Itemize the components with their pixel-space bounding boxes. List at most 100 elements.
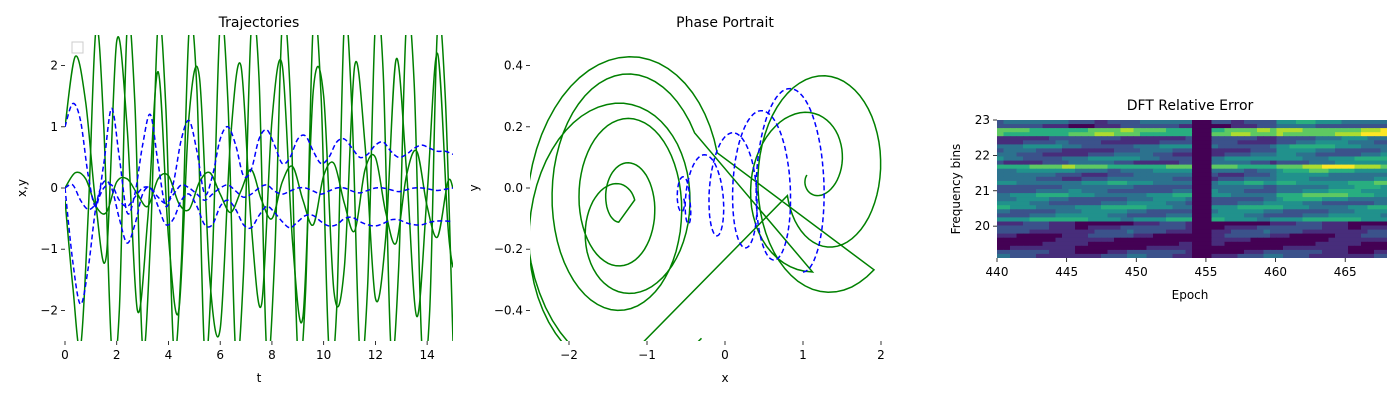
heatmap-cell (1250, 245, 1258, 251)
heatmap-cell (1049, 245, 1056, 251)
heatmap-cell (1250, 221, 1258, 227)
heatmap-cell (1289, 241, 1297, 247)
heatmap-cell (1127, 128, 1134, 133)
heatmap-cell (1179, 189, 1186, 194)
heatmap-cell (1250, 164, 1258, 170)
heatmap-cell (1211, 180, 1219, 186)
heatmap-cell (1341, 128, 1349, 133)
heatmap-cell (1244, 253, 1251, 258)
heatmap-cell (1185, 225, 1193, 231)
heatmap-cell (1380, 217, 1387, 222)
heatmap-cell (1166, 225, 1173, 231)
heatmap-cell (997, 164, 1004, 170)
heatmap-cell (1276, 176, 1284, 182)
heatmap-cell (1263, 148, 1271, 153)
heatmap-cell (1127, 152, 1134, 158)
heatmap-cell (1380, 144, 1387, 149)
heatmap-cell (1153, 184, 1160, 190)
heatmap-cell (1218, 180, 1225, 186)
heatmap-cell (1315, 128, 1323, 133)
heatmap-cell (997, 213, 1004, 218)
heatmap-cell (1322, 241, 1329, 247)
heatmap-cell (1367, 144, 1375, 149)
dft-error-title: DFT Relative Error (1127, 98, 1254, 114)
heatmap-cell (1081, 148, 1089, 153)
heatmap-cell (1179, 120, 1186, 125)
heatmap-cell (1023, 205, 1030, 210)
dft-xtick-label: 440 (986, 265, 1009, 279)
heatmap-cell (1237, 245, 1245, 251)
heatmap-cell (1127, 229, 1134, 235)
heatmap-cell (1010, 221, 1017, 227)
heatmap-cell (1159, 152, 1167, 158)
heatmap-cell (1354, 172, 1362, 178)
heatmap-cell (1042, 164, 1050, 170)
heatmap-cell (1062, 213, 1069, 218)
heatmap-cell (1276, 184, 1284, 190)
heatmap-cell (1276, 245, 1284, 251)
heatmap-cell (1049, 237, 1056, 243)
heatmap-cell (1029, 180, 1037, 186)
heatmap-cell (1309, 148, 1316, 153)
heatmap-cell (1237, 217, 1245, 222)
heatmap-cell (1094, 140, 1102, 145)
heatmap-cell (1302, 189, 1310, 194)
heatmap-cell (1250, 148, 1258, 153)
heatmap-cell (1179, 124, 1186, 129)
heatmap-cell (1361, 241, 1368, 247)
heatmap-cell (1010, 184, 1017, 190)
heatmap-cell (1140, 160, 1147, 166)
heatmap-cell (1146, 217, 1154, 222)
heatmap-cell (1237, 229, 1245, 235)
heatmap-cell (1263, 233, 1271, 239)
heatmap-cell (1166, 148, 1173, 153)
heatmap-cell (1237, 128, 1245, 133)
heatmap-cell (997, 136, 1004, 141)
heatmap-cell (1224, 144, 1232, 149)
heatmap-cell (1172, 241, 1180, 247)
heatmap-cell (1133, 128, 1141, 133)
heatmap-cell (1081, 217, 1089, 222)
heatmap-cell (1127, 233, 1134, 239)
heatmap-cell (1075, 156, 1082, 162)
heatmap-cell (1198, 189, 1206, 194)
dft-ylabel: Frequency bins (949, 144, 963, 235)
heatmap-cell (1179, 241, 1186, 247)
heatmap-cell (1354, 209, 1362, 214)
heatmap-cell (1283, 217, 1290, 222)
heatmap-cell (1270, 120, 1277, 125)
heatmap-cell (1322, 132, 1329, 137)
heatmap-cell (1270, 229, 1277, 235)
heatmap-cell (1075, 164, 1082, 170)
heatmap-cell (1023, 253, 1030, 258)
heatmap-cell (1146, 156, 1154, 162)
heatmap-cell (1192, 221, 1199, 227)
heatmap-cell (1335, 180, 1342, 186)
heatmap-cell (1075, 189, 1082, 194)
heatmap-cell (1010, 213, 1017, 218)
heatmap-cell (1114, 201, 1121, 206)
heatmap-cell (1315, 184, 1323, 190)
heatmap-cell (1075, 209, 1082, 214)
heatmap-cell (1146, 237, 1154, 243)
heatmap-cell (1244, 184, 1251, 190)
heatmap-cell (1166, 213, 1173, 218)
heatmap-cell (1166, 176, 1173, 182)
heatmap-cell (1250, 172, 1258, 178)
heatmap-cell (1283, 164, 1290, 170)
heatmap-cell (1276, 156, 1284, 162)
heatmap-cell (1211, 233, 1219, 239)
heatmap-cell (997, 189, 1004, 194)
heatmap-cell (1289, 201, 1297, 206)
heatmap-cell (1075, 172, 1082, 178)
heatmap-cell (1322, 136, 1329, 141)
heatmap-cell (1205, 132, 1212, 137)
heatmap-cell (1237, 148, 1245, 153)
heatmap-cell (1224, 233, 1232, 239)
heatmap-cell (1315, 205, 1323, 210)
heatmap-cell (1328, 229, 1336, 235)
heatmap-cell (1023, 241, 1030, 247)
heatmap-cell (1296, 229, 1303, 235)
heatmap-cell (1101, 144, 1108, 149)
heatmap-cell (1088, 209, 1095, 214)
